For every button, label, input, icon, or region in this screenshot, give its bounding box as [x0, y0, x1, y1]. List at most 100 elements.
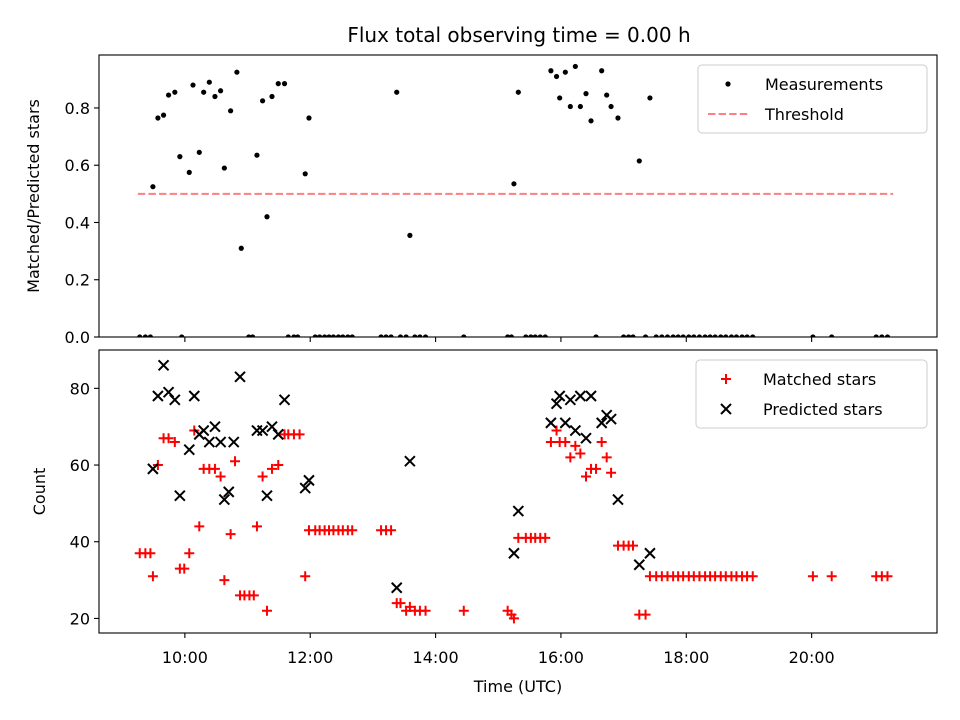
predicted-marker — [272, 428, 284, 441]
y-tick-label: 0.2 — [65, 271, 90, 290]
measurement-point — [281, 81, 288, 87]
y-tick-label: 40 — [70, 533, 90, 552]
predicted-marker — [564, 394, 577, 406]
measurement-point — [599, 68, 605, 74]
matched-marker — [248, 590, 259, 601]
matched-marker — [882, 571, 893, 582]
measurement-point — [739, 334, 745, 337]
measurement-point — [680, 334, 686, 337]
predicted-marker — [585, 390, 597, 402]
series-predicted-stars — [147, 359, 656, 594]
measurement-point — [165, 92, 172, 98]
x-tick-label: 18:00 — [663, 648, 709, 667]
axes-frame — [98, 349, 938, 634]
measurement-point — [228, 108, 234, 114]
legend-matched-swatch — [721, 374, 731, 384]
measurement-point — [217, 88, 224, 94]
measurement-point — [567, 103, 573, 110]
measurement-point — [659, 334, 665, 337]
predicted-marker — [605, 413, 617, 425]
measurement-point — [142, 334, 148, 337]
measurement-point — [422, 334, 429, 337]
matched-marker — [230, 456, 241, 467]
measurement-point — [542, 334, 548, 337]
predicted-marker — [595, 417, 608, 429]
measurement-point — [572, 63, 578, 70]
measurement-point — [583, 91, 589, 97]
predicted-marker — [559, 417, 572, 429]
measurement-point — [647, 95, 653, 101]
matched-marker — [395, 598, 406, 609]
measurement-point — [750, 334, 756, 337]
matched-marker — [575, 448, 586, 459]
y-tick-label: 60 — [70, 456, 90, 475]
measurement-point — [691, 334, 697, 337]
predicted-marker — [303, 474, 315, 487]
predicted-marker — [183, 443, 195, 456]
matched-marker — [581, 471, 592, 482]
matched-marker — [545, 437, 556, 448]
measurement-point — [577, 103, 583, 110]
predicted-marker — [209, 420, 221, 433]
measurement-point — [523, 334, 529, 337]
matched-marker — [163, 433, 174, 444]
measurement-point — [621, 334, 627, 337]
matched-marker — [215, 471, 226, 482]
legend-entry-label: Matched stars — [763, 370, 876, 389]
matched-marker — [807, 571, 818, 582]
matched-marker — [219, 575, 230, 586]
measurement-point — [718, 334, 724, 337]
measurement-point — [285, 334, 291, 337]
matched-marker — [179, 563, 190, 574]
predicted-marker — [188, 390, 200, 402]
measurement-point — [306, 115, 312, 121]
matched-marker — [169, 437, 180, 448]
matched-marker — [606, 467, 617, 478]
matched-marker — [747, 571, 758, 582]
measurement-point — [322, 334, 328, 337]
matched-marker — [386, 525, 397, 536]
matched-marker — [826, 571, 837, 582]
measurement-point — [707, 334, 713, 337]
predicted-marker — [580, 432, 592, 444]
predicted-marker — [256, 424, 269, 437]
matched-marker — [225, 529, 236, 540]
matched-marker — [194, 521, 205, 532]
measurement-point — [254, 152, 260, 158]
measurement-point — [604, 92, 610, 98]
plot-area — [134, 359, 893, 624]
measurement-point — [879, 334, 885, 337]
measurement-point — [264, 214, 270, 220]
measurement-point — [537, 334, 543, 337]
legend: Matched stars Predicted stars — [695, 359, 928, 429]
measurement-point — [532, 334, 538, 337]
matched-marker — [147, 571, 158, 582]
predicted-marker — [512, 505, 525, 517]
predicted-marker — [508, 547, 520, 559]
measurement-point — [702, 334, 708, 337]
matched-marker — [209, 463, 220, 474]
matched-marker — [420, 605, 431, 616]
measurement-point — [829, 334, 835, 337]
matched-marker — [266, 463, 277, 474]
predicted-marker — [278, 394, 291, 406]
measurement-point — [179, 334, 185, 337]
plot-area — [137, 63, 894, 337]
measurement-point — [630, 334, 636, 337]
predicted-marker — [299, 482, 311, 494]
matched-marker — [591, 463, 602, 474]
measurement-point — [873, 334, 879, 337]
measurement-point — [515, 89, 521, 95]
matched-marker — [628, 540, 639, 551]
predicted-marker — [174, 490, 186, 502]
measurement-point — [221, 165, 227, 171]
series-matched-stars — [134, 425, 893, 624]
measurement-point — [349, 334, 355, 337]
matched-marker — [640, 609, 651, 620]
x-tick-label: 10:00 — [162, 648, 208, 667]
measurement-point — [137, 334, 143, 337]
measurement-point — [626, 334, 632, 337]
series-measurements — [137, 63, 891, 337]
measurement-point — [196, 149, 202, 155]
